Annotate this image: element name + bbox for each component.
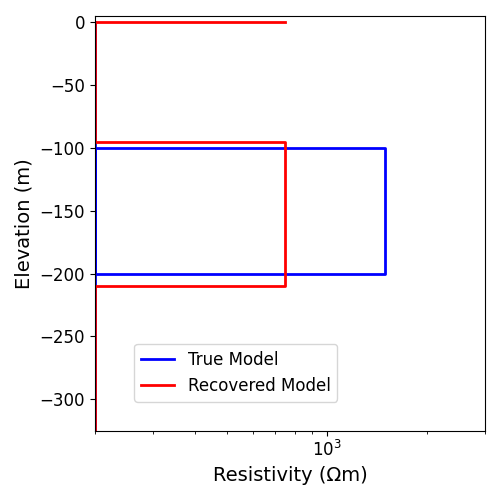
True Model: [382, 270, 388, 276]
True Model: [92, 428, 98, 434]
Recovered Model: [92, 20, 98, 26]
Recovered Model: [282, 20, 288, 26]
Recovered Model: [282, 283, 288, 289]
True Model: [382, 145, 388, 151]
True Model: [92, 270, 98, 276]
Recovered Model: [92, 428, 98, 434]
Line: Recovered Model: Recovered Model: [95, 22, 285, 430]
Recovered Model: [282, 139, 288, 145]
True Model: [92, 20, 98, 26]
X-axis label: Resistivity (Ωm): Resistivity (Ωm): [212, 466, 368, 485]
Y-axis label: Elevation (m): Elevation (m): [15, 158, 34, 289]
Recovered Model: [92, 283, 98, 289]
Recovered Model: [92, 139, 98, 145]
Line: True Model: True Model: [95, 22, 385, 430]
True Model: [92, 145, 98, 151]
Legend: True Model, Recovered Model: True Model, Recovered Model: [134, 344, 337, 402]
